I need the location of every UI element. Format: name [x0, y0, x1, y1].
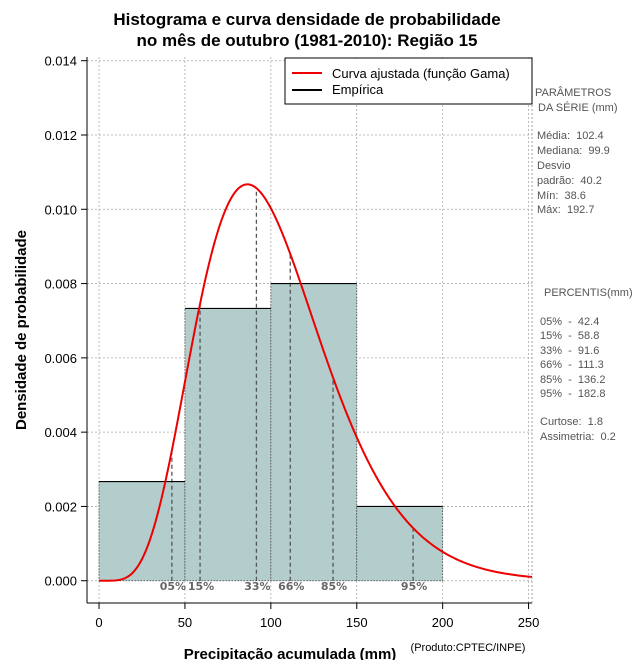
y-tick-label-4: 0.008 [44, 277, 77, 292]
percentile-label-15%: 15% [188, 580, 214, 593]
percentile-label-95%: 95% [401, 580, 427, 593]
y-tick-label-5: 0.010 [44, 202, 77, 217]
legend-label-curve: Curva ajustada (função Gama) [332, 66, 510, 81]
chart-title-line-2: no mês de outubro (1981-2010): Região 15 [136, 31, 477, 50]
y-tick-label-6: 0.012 [44, 128, 77, 143]
params-title-2: DA SÉRIE (mm) [535, 101, 618, 114]
percentile-label-05%: 05% [160, 580, 186, 593]
percentile-label-85%: 85% [321, 580, 347, 593]
percentile-lines [171, 188, 414, 581]
x-axis-label: Precipitação acumulada (mm) [184, 646, 397, 660]
x-tick-label-4: 200 [432, 615, 454, 630]
percentis-66: 66% - 111.3 [540, 359, 604, 371]
percentis-85: 85% - 136.2 [540, 374, 605, 386]
y-axis-label: Densidade de probabilidade [13, 230, 30, 430]
percentis-33: 33% - 91.6 [540, 345, 599, 357]
x-tick-label-0: 0 [95, 615, 102, 630]
percentis-95: 95% - 182.8 [540, 388, 605, 400]
percentis-title: PERCENTIS(mm) [544, 287, 633, 299]
credit-label: (Produto:CPTEC/INPE) [411, 642, 526, 654]
histogram-bar-2 [270, 283, 358, 582]
percentile-label-33%: 33% [244, 580, 270, 593]
legend: Curva ajustada (função Gama) Empírica [284, 57, 533, 105]
gamma-curve [99, 183, 533, 582]
param-mean: Média: 102.4 [537, 130, 604, 142]
y-tick-label-1: 0.002 [44, 499, 77, 514]
percentile-label-66%: 66% [278, 580, 304, 593]
y-tick-label-7: 0.014 [44, 54, 77, 69]
legend-box [284, 57, 533, 105]
legend-label-empirical: Empírica [332, 82, 384, 97]
histogram-bar-3 [356, 506, 444, 582]
param-min: Mín: 38.6 [537, 190, 586, 202]
plot-frame [86, 57, 533, 604]
percentis-15: 15% - 58.8 [540, 330, 599, 342]
stat-skewness: Assimetria: 0.2 [540, 431, 616, 443]
percentile-labels: 05% 15% 33% 66% 85% 95% [160, 580, 428, 593]
x-tick-label-1: 50 [178, 615, 192, 630]
series-stats-panel: PARÂMETROS DA SÉRIE (mm) Média: 102.4 Me… [535, 86, 633, 443]
gamma-curve-group [99, 183, 533, 582]
param-stddev-2: padrão: 40.2 [537, 175, 602, 187]
param-max: Máx: 192.7 [537, 204, 594, 216]
chart-title: Histograma e curva densidade de probabil… [113, 10, 500, 50]
empirical-outline [99, 283, 443, 507]
y-tick-label-2: 0.004 [44, 425, 77, 440]
y-tick-label-3: 0.006 [44, 351, 77, 366]
x-tick-label-2: 100 [260, 615, 282, 630]
param-median: Mediana: 99.9 [537, 145, 610, 157]
percentis-05: 05% - 42.4 [540, 316, 599, 328]
x-tick-label-5: 250 [518, 615, 540, 630]
chart-title-line-1: Histograma e curva densidade de probabil… [113, 10, 500, 29]
stat-kurtosis: Curtose: 1.8 [540, 416, 603, 428]
params-title-1: PARÂMETROS [535, 86, 611, 99]
y-tick-label-0: 0.000 [44, 574, 77, 589]
axis-ticks: 0 50 100 150 200 250 0.000 0.002 0.004 0.006 0.008… [44, 54, 539, 630]
histogram-bar-1 [184, 308, 272, 582]
x-tick-label-3: 150 [346, 615, 368, 630]
param-stddev-1: Desvio [537, 160, 571, 172]
